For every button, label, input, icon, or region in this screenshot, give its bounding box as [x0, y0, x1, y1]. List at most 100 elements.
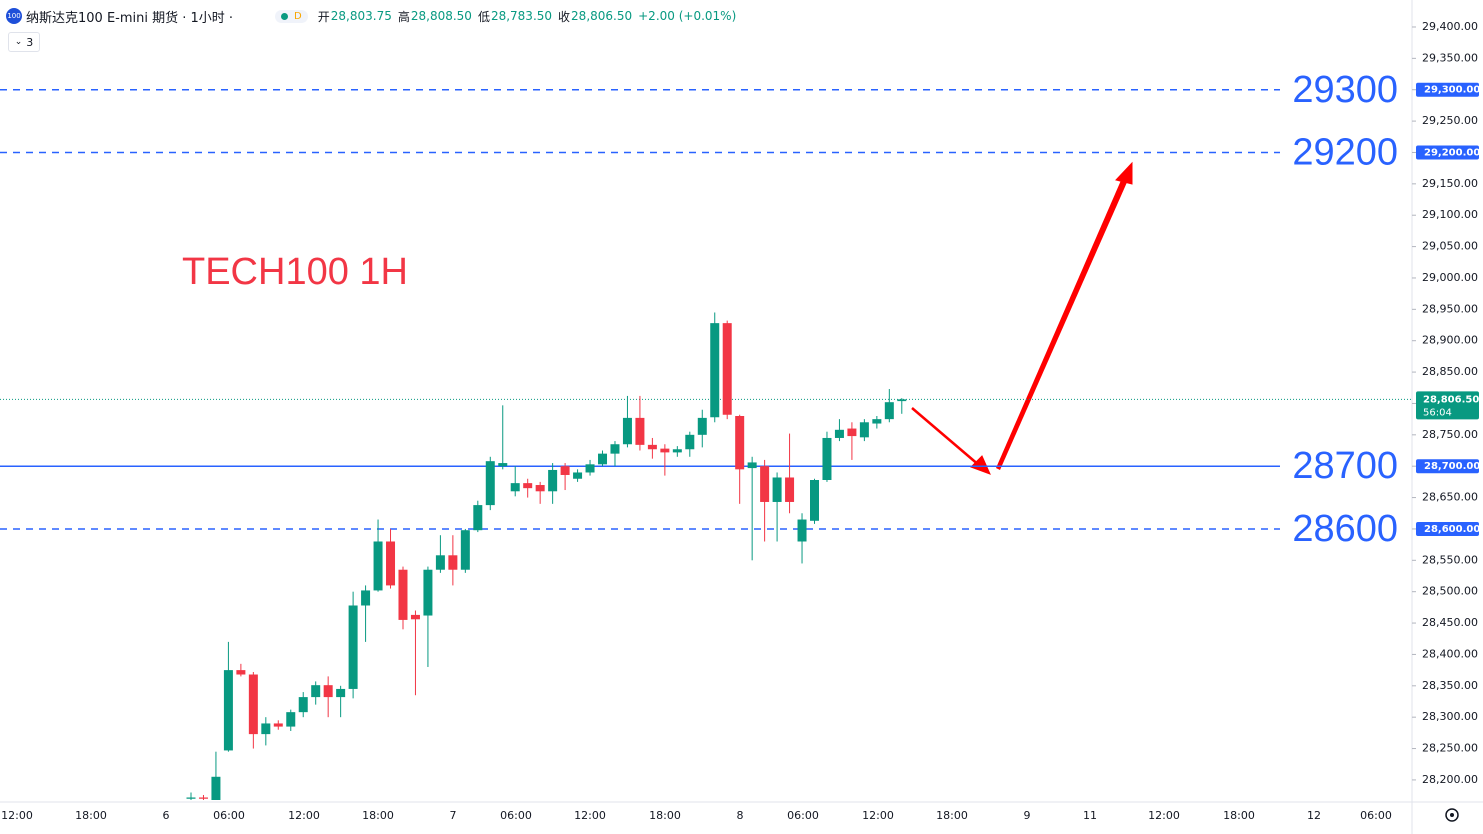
y-tick-label: 29,400.00 [1422, 20, 1478, 33]
candle-body [473, 505, 483, 531]
y-tick-label: 29,150.00 [1422, 177, 1478, 190]
level-tag: 29,300.00 [1424, 85, 1480, 96]
x-tick-label: 12:00 [288, 809, 320, 822]
candle-body [747, 462, 757, 469]
y-tick-label: 28,850.00 [1422, 365, 1478, 378]
candle-body [460, 530, 470, 570]
x-tick-label: 18:00 [649, 809, 681, 822]
countdown: 56:04 [1423, 407, 1452, 418]
candle-body [585, 464, 595, 473]
candle-body [573, 472, 583, 479]
low-label: 低 [477, 9, 490, 24]
candle-body [323, 685, 333, 698]
low-value: 28,783.50 [490, 9, 553, 23]
candle-body [710, 323, 720, 418]
chevron: ⌄ [14, 37, 23, 47]
candle-body [286, 712, 296, 727]
candle-body [423, 569, 433, 616]
candle-body [211, 776, 221, 800]
candle-body [735, 416, 745, 470]
candle-body [610, 444, 620, 454]
candle-body [822, 437, 832, 480]
indicator-toggle[interactable]: ⌄ 3 [8, 32, 40, 52]
candle-body [859, 422, 869, 438]
candle-body [834, 429, 844, 438]
level-label: 29300 [1292, 69, 1398, 111]
close-label: 收 [558, 9, 571, 24]
x-tick-label: 18:00 [362, 809, 394, 822]
level-label: 28600 [1292, 508, 1398, 550]
candles [186, 312, 907, 800]
candle-body [186, 797, 196, 799]
x-tick-label: 8 [737, 809, 744, 822]
candle-body [760, 466, 770, 502]
candle-body [386, 541, 396, 586]
x-tick-label: 18:00 [936, 809, 968, 822]
open-label: 开 [317, 9, 330, 24]
candle-body [273, 723, 283, 727]
y-tick-label: 28,500.00 [1422, 585, 1478, 598]
candle-body [198, 797, 208, 799]
y-tick-label: 29,100.00 [1422, 208, 1478, 221]
candle-body [622, 417, 632, 445]
y-tick-label: 28,400.00 [1422, 647, 1478, 660]
candle-body [560, 466, 570, 475]
status-pill: D [275, 9, 308, 23]
last-price-tag-bg [1416, 391, 1479, 420]
x-tick-label: 06:00 [500, 809, 532, 822]
y-tick-label: 28,250.00 [1422, 742, 1478, 755]
x-tick-label: 12:00 [1148, 809, 1180, 822]
candle-body [336, 688, 346, 698]
candle-body [498, 463, 508, 467]
high-label: 高 [397, 9, 410, 24]
candle-body [373, 541, 383, 591]
level-tag-bg [1416, 459, 1479, 474]
candle-body [697, 417, 707, 435]
candle-body [535, 485, 545, 492]
session-badge: D [294, 10, 302, 22]
high-value: 28,808.50 [410, 9, 472, 23]
x-tick-label: 06:00 [787, 809, 819, 822]
candle-body [435, 555, 445, 570]
x-tick-label: 06:00 [213, 809, 245, 822]
close-value: 28,806.50 [571, 9, 633, 23]
x-tick-label: 06:00 [1360, 809, 1392, 822]
settings-icon[interactable] [1445, 808, 1459, 822]
indicator-count: 3 [26, 35, 34, 49]
arrow-head [1115, 161, 1133, 185]
candle-body [523, 483, 533, 489]
red-arrows [911, 161, 1133, 475]
symbol-title[interactable]: 纳斯达克100 E-mini 期货 · 1小时 · [26, 10, 234, 26]
level-tag-bg [1416, 82, 1479, 97]
y-tick-label: 29,250.00 [1422, 114, 1478, 127]
y-tick-label: 28,650.00 [1422, 491, 1478, 504]
candle-body [772, 477, 782, 502]
candle-body [598, 453, 608, 465]
level-tag: 28,600.00 [1424, 524, 1480, 535]
y-tick-label: 28,450.00 [1422, 616, 1478, 629]
level-label: 29200 [1292, 132, 1398, 174]
chart-annotation: TECH100 1H [182, 251, 408, 293]
y-tick-label: 28,300.00 [1422, 710, 1478, 723]
arrow-down [911, 407, 981, 467]
candle-body [872, 419, 882, 424]
y-tick-label: 29,350.00 [1422, 51, 1478, 64]
y-tick-label: 28,950.00 [1422, 302, 1478, 315]
level-label: 28700 [1292, 445, 1398, 487]
candle-body [348, 605, 358, 689]
candle-body [548, 469, 558, 492]
y-tick-label: 29,050.00 [1422, 240, 1478, 253]
arrow-head [970, 455, 991, 475]
change-value: +2.00 (+0.01%) [638, 9, 737, 23]
x-tick-label: 11 [1083, 809, 1097, 822]
candle-body [647, 444, 657, 450]
x-tick-label: 18:00 [75, 809, 107, 822]
candle-body [410, 614, 420, 620]
candle-body [660, 448, 670, 453]
x-tick-label: 12:00 [574, 809, 606, 822]
candle-body [261, 723, 271, 735]
candle-body [797, 519, 807, 542]
y-tick-label: 29,000.00 [1422, 271, 1478, 284]
candle-body [722, 323, 732, 415]
